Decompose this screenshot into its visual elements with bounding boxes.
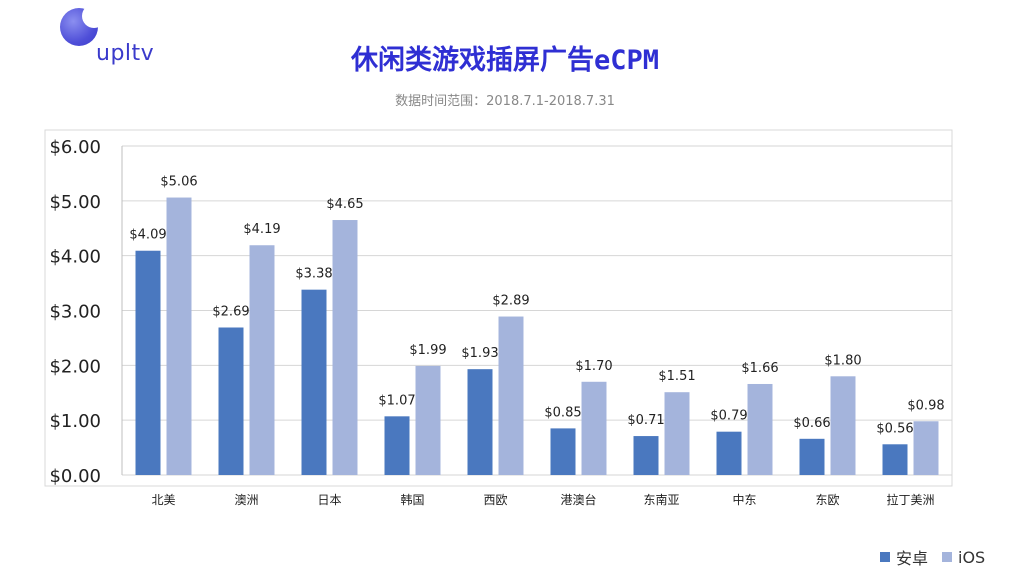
data-label: $0.56 <box>876 421 913 436</box>
y-tick-label: $1.00 <box>49 411 101 432</box>
x-tick-label: 东欧 <box>815 493 839 507</box>
data-label: $0.71 <box>627 413 664 428</box>
bar-ios <box>166 197 192 475</box>
bar-ios <box>913 421 939 475</box>
chart-subtitle: 数据时间范围：2018.7.1-2018.7.31 <box>395 94 615 109</box>
data-label: $2.89 <box>492 294 529 309</box>
data-label: $1.93 <box>461 346 498 361</box>
brand-logo: upltv <box>60 4 180 68</box>
x-tick-label: 东南亚 <box>643 492 679 507</box>
bar-android <box>882 444 908 475</box>
y-tick-label: $4.00 <box>49 247 101 268</box>
data-label: $0.66 <box>793 416 830 431</box>
data-label: $3.38 <box>295 267 332 282</box>
bar-android <box>633 436 659 475</box>
y-tick-label: $2.00 <box>49 356 101 377</box>
legend-swatch-ios <box>942 552 953 562</box>
data-label: $1.51 <box>658 369 695 384</box>
legend-label-ios: iOS <box>958 547 986 567</box>
data-label: $1.70 <box>575 359 612 374</box>
y-tick-label: $0.00 <box>49 466 101 487</box>
y-tick-label: $6.00 <box>49 137 101 158</box>
legend-item-android: 安卓 <box>880 545 928 569</box>
x-tick-label: 西欧 <box>483 493 507 507</box>
brand-name: upltv <box>96 41 155 66</box>
logo-cutout <box>82 4 106 28</box>
x-tick-label: 港澳台 <box>560 492 596 507</box>
data-label: $1.07 <box>378 393 415 408</box>
bar-android <box>716 431 742 475</box>
bar-ios <box>747 383 773 475</box>
legend-item-ios: iOS <box>942 548 985 567</box>
plot-frame <box>44 129 953 487</box>
bar-android <box>135 250 161 475</box>
y-tick-label: $5.00 <box>49 192 101 213</box>
legend-label-android: 安卓 <box>896 549 929 568</box>
data-label: $4.65 <box>326 197 363 212</box>
y-tick-label: $3.00 <box>49 302 101 323</box>
chart-title: 休闲类游戏插屏广告eCPM <box>350 45 660 76</box>
data-label: $4.19 <box>243 222 280 237</box>
data-label: $1.80 <box>824 353 861 368</box>
x-tick-label: 韩国 <box>400 492 424 507</box>
data-label: $2.69 <box>212 304 249 319</box>
x-tick-label: 拉丁美洲 <box>886 492 934 507</box>
data-label: $4.09 <box>129 228 166 243</box>
x-tick-label: 澳洲 <box>234 493 258 507</box>
data-label: $0.85 <box>544 405 581 420</box>
bar-android <box>799 438 825 475</box>
data-label: $5.06 <box>160 175 197 190</box>
bar-ios <box>664 392 690 475</box>
x-tick-label: 北美 <box>151 493 175 507</box>
x-tick-label: 中东 <box>732 492 756 507</box>
bar-ios <box>581 381 607 475</box>
bar-ios <box>332 220 358 475</box>
bar-android <box>384 416 410 475</box>
bar-android <box>218 327 244 475</box>
data-label: $0.98 <box>907 398 944 413</box>
bar-ios <box>415 365 441 475</box>
chart-legend: 安卓 iOS <box>880 545 999 569</box>
bar-ios <box>498 316 524 475</box>
data-label: $1.66 <box>741 361 778 376</box>
legend-swatch-android <box>880 552 890 562</box>
data-label: $1.99 <box>409 343 446 358</box>
bar-ios <box>830 376 856 475</box>
bar-android <box>301 289 327 475</box>
bar-ios <box>249 245 275 475</box>
x-tick-label: 日本 <box>317 493 341 507</box>
bar-android <box>467 369 493 475</box>
bar-android <box>550 428 576 475</box>
data-label: $0.79 <box>710 409 747 424</box>
